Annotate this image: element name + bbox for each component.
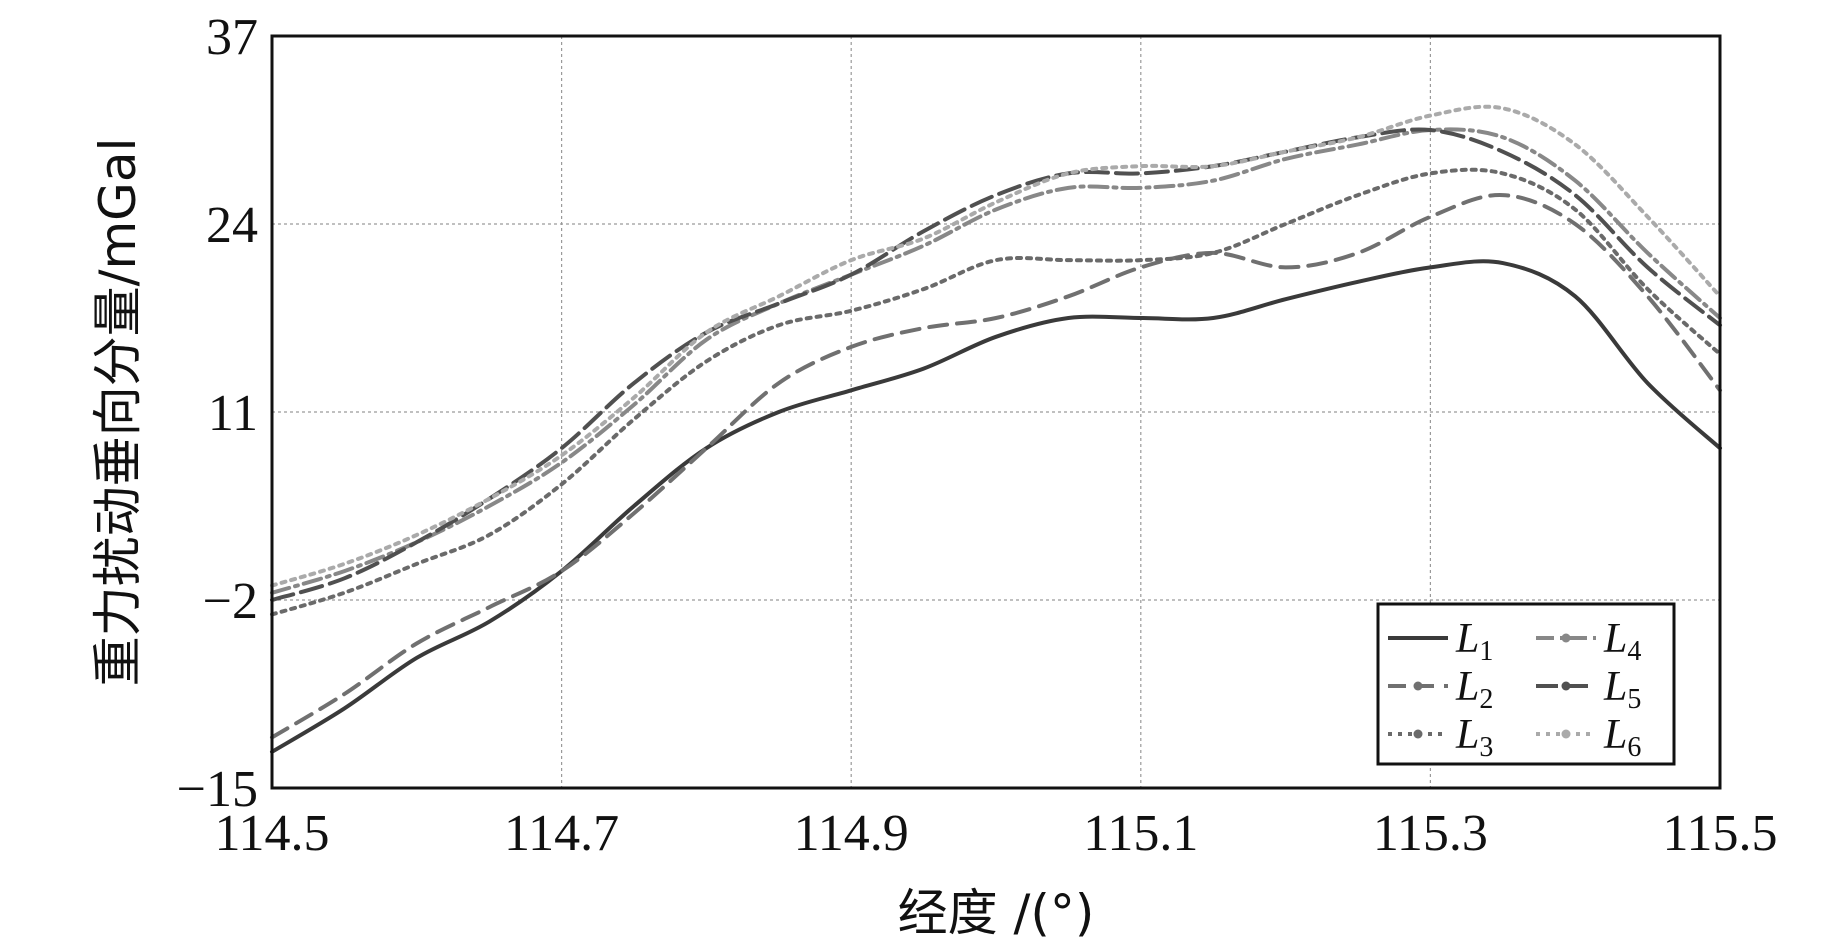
x-tick-label: 115.3 [1373,805,1488,862]
legend-marker [1413,681,1423,691]
series-line-L1 [270,259,1722,754]
legend-entry: L4 [1536,616,1641,667]
y-tick-label: −15 [177,761,258,818]
legend-marker [1561,729,1571,739]
y-axis-title: 重力扰动垂向分量/mGal [89,138,147,687]
y-tick-label: 11 [208,385,258,442]
series-lines [270,104,1722,754]
series-line-L2 [270,193,1722,740]
x-tick-label: 115.5 [1662,805,1777,862]
legend-marker [1561,681,1571,691]
series-line-L5 [270,127,1722,602]
series-line-L3 [270,167,1722,617]
x-tick-labels: 114.5 114.7 114.9 115.1 115.3 115.5 [214,805,1777,862]
y-tick-label: 37 [206,9,258,66]
x-tick-label: 114.9 [794,805,909,862]
series-line-L6 [270,104,1722,588]
y-tick-label: 24 [206,197,258,254]
x-tick-label: 114.5 [214,805,329,862]
x-tick-label: 114.7 [504,805,619,862]
series-line-L4 [270,127,1722,595]
legend-marker [1561,633,1571,643]
y-tick-labels: −15 −2 11 24 37 [177,9,258,818]
plot-frame [270,34,1722,790]
x-tick-label: 115.1 [1083,805,1198,862]
y-tick-label: −2 [203,573,258,630]
legend-marker [1413,729,1423,739]
x-axis-title: 经度 /(°) [898,884,1095,942]
